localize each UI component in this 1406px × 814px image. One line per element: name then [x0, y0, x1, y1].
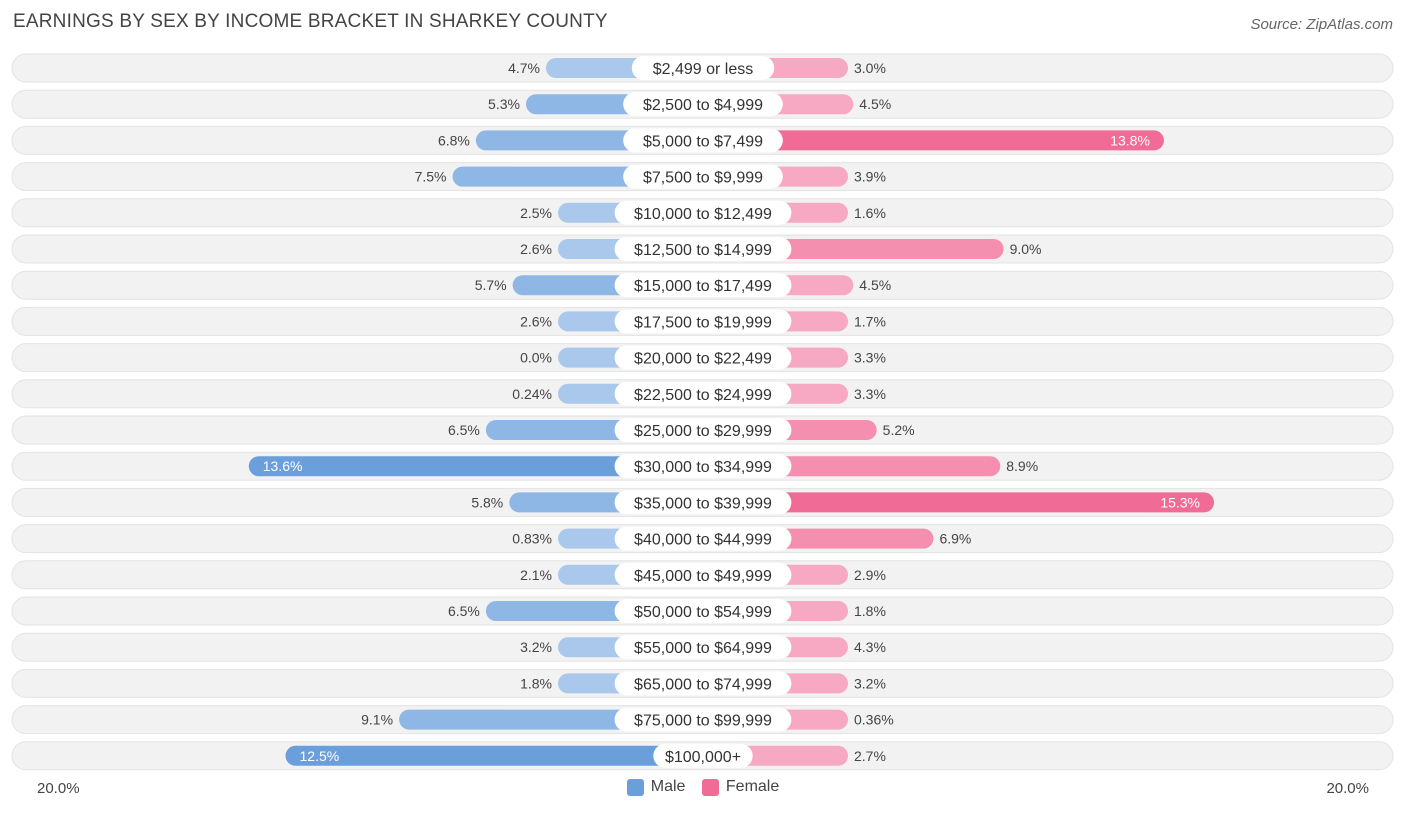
male-value-label: 6.8%: [438, 132, 470, 148]
female-bar: [703, 130, 1164, 151]
male-value-label: 4.7%: [508, 60, 540, 76]
category-pill: [614, 200, 792, 225]
category-label: $25,000 to $29,999: [634, 423, 772, 440]
category-pill: [614, 345, 792, 370]
male-value-label: 0.0%: [520, 350, 552, 366]
category-pill: [614, 309, 792, 334]
category-label: $17,500 to $19,999: [634, 314, 772, 331]
category-pill: [614, 454, 792, 479]
female-value-label: 1.7%: [854, 313, 886, 329]
category-label: $50,000 to $54,999: [634, 604, 772, 621]
category-pill: [614, 273, 792, 298]
male-value-label: 5.3%: [488, 96, 520, 112]
legend-label-female: Female: [725, 778, 780, 795]
female-value-label: 6.9%: [939, 531, 971, 547]
category-label: $35,000 to $39,999: [634, 495, 772, 512]
chart-area: 4.7% 3.0% $2,499 or less 5.3% 4.5% $2,500 to …: [11, 53, 1394, 771]
female-value-label: 3.3%: [854, 386, 886, 402]
male-value-label: 0.24%: [512, 386, 552, 402]
male-value-label: 2.5%: [520, 205, 552, 221]
male-value-label: 3.2%: [520, 639, 552, 655]
category-label: $7,500 to $9,999: [643, 170, 763, 187]
female-value-label: 3.2%: [854, 675, 886, 691]
male-value-label: 6.5%: [448, 603, 480, 619]
category-pill: [614, 526, 792, 551]
legend-swatch-male: [626, 778, 644, 796]
male-value-label: 7.5%: [415, 169, 447, 185]
category-pill: [623, 164, 783, 189]
category-label: $2,500 to $4,999: [643, 97, 763, 114]
male-value-label: 1.8%: [520, 675, 552, 691]
category-label: $15,000 to $17,499: [634, 278, 772, 295]
female-value-label: 3.3%: [854, 350, 886, 366]
male-value-label: 5.7%: [475, 277, 507, 293]
female-bar: [703, 492, 1215, 513]
chart-title: EARNINGS BY SEX BY INCOME BRACKET IN SHA…: [13, 11, 608, 32]
legend-swatch-female: [701, 778, 719, 796]
male-bar: [285, 745, 703, 766]
female-value-label: 4.3%: [854, 639, 886, 655]
female-value-label: 1.6%: [854, 205, 886, 221]
category-pill: [614, 562, 792, 587]
male-value-label: 5.8%: [471, 494, 503, 510]
male-value-label: 2.6%: [520, 313, 552, 329]
category-pill: [614, 599, 792, 623]
category-pill: [614, 381, 792, 406]
male-value-label: 2.6%: [520, 241, 552, 257]
category-label: $40,000 to $44,999: [634, 532, 772, 549]
category-label: $2,499 or less: [653, 61, 754, 78]
category-pill: [631, 56, 775, 80]
female-value-label: 2.9%: [854, 567, 886, 583]
category-label: $45,000 to $49,999: [634, 568, 772, 585]
axis-left-label: 20.0%: [37, 780, 80, 797]
female-value-label: 5.2%: [883, 422, 915, 438]
category-label: $10,000 to $12,499: [634, 206, 772, 223]
category-pill: [653, 743, 753, 768]
female-value-label: 4.5%: [859, 96, 891, 112]
male-value-label: 12.5%: [300, 748, 340, 764]
category-label: $5,000 to $7,499: [643, 133, 763, 150]
legend-item-male[interactable]: Male: [626, 778, 686, 796]
male-value-label: 2.1%: [520, 567, 552, 583]
category-label: $100,000+: [665, 749, 741, 766]
legend-label-male: Male: [650, 778, 686, 795]
male-bar: [248, 456, 703, 477]
male-value-label: 9.1%: [361, 712, 393, 728]
category-pill: [614, 707, 792, 732]
female-value-label: 9.0%: [1010, 241, 1042, 257]
category-label: $65,000 to $74,999: [634, 676, 772, 693]
category-pill: [623, 92, 783, 117]
category-label: $20,000 to $22,499: [634, 351, 772, 368]
female-value-label: 3.9%: [854, 169, 886, 185]
category-pill: [614, 671, 792, 696]
source-label: Source: ZipAtlas.com: [1250, 16, 1393, 33]
female-value-label: 8.9%: [1006, 458, 1038, 474]
male-value-label: 6.5%: [448, 422, 480, 438]
category-label: $55,000 to $64,999: [634, 640, 772, 657]
female-value-label: 15.3%: [1160, 494, 1200, 510]
category-label: $75,000 to $99,999: [634, 713, 772, 730]
male-value-label: 13.6%: [263, 458, 303, 474]
female-value-label: 2.7%: [854, 748, 886, 764]
category-label: $22,500 to $24,999: [634, 387, 772, 404]
legend-item-female[interactable]: Female: [701, 778, 780, 796]
category-pill: [614, 237, 792, 261]
category-pill: [614, 635, 792, 660]
category-pill: [614, 418, 792, 442]
male-value-label: 0.83%: [512, 531, 552, 547]
axis-right-label: 20.0%: [1326, 780, 1369, 797]
category-pill: [623, 128, 783, 153]
female-value-label: 13.8%: [1110, 132, 1150, 148]
female-value-label: 1.8%: [854, 603, 886, 619]
legend: Male Female: [0, 778, 1406, 801]
female-value-label: 0.36%: [854, 712, 894, 728]
category-pill: [614, 490, 792, 515]
female-value-label: 4.5%: [859, 277, 891, 293]
category-label: $30,000 to $34,999: [634, 459, 772, 476]
female-value-label: 3.0%: [854, 60, 886, 76]
category-label: $12,500 to $14,999: [634, 242, 772, 259]
